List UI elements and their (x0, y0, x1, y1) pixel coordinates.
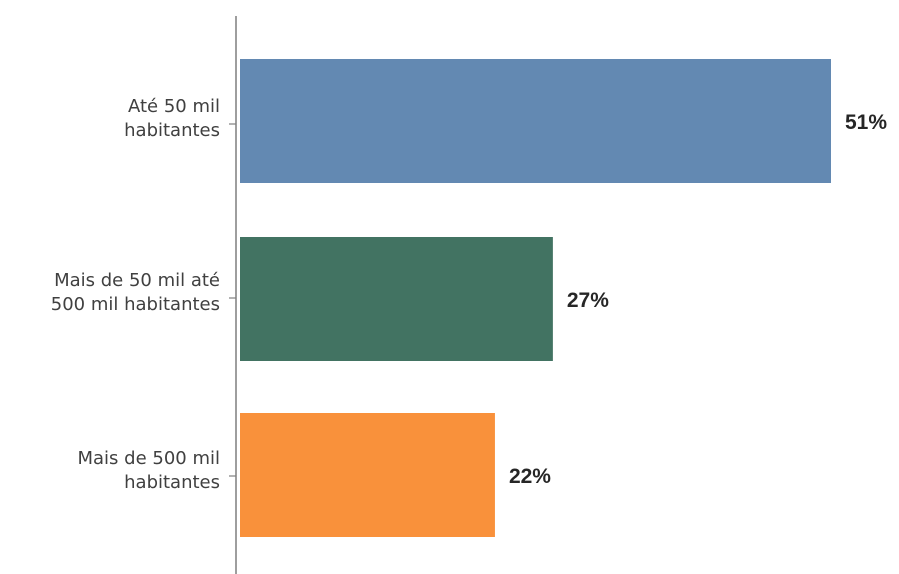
value-label-3: 22% (509, 465, 551, 488)
value-labels-group: 51% 27% 22% (509, 111, 887, 488)
category-label-line: Mais de 50 mil até (54, 270, 220, 291)
category-label-line: habitantes (124, 120, 220, 141)
category-label-1: Até 50 mil habitantes (124, 96, 220, 141)
bar-2 (240, 237, 553, 361)
category-label-line: 500 mil habitantes (51, 294, 220, 315)
bars-group (240, 59, 831, 537)
bar-3 (240, 413, 495, 537)
category-label-3: Mais de 500 mil habitantes (78, 448, 221, 493)
bar-1 (240, 59, 831, 183)
category-label-line: Mais de 500 mil (78, 448, 221, 469)
category-label-line: habitantes (124, 472, 220, 493)
category-label-2: Mais de 50 mil até 500 mil habitantes (51, 270, 220, 315)
category-labels-group: Até 50 mil habitantes Mais de 50 mil até 50… (51, 96, 220, 493)
y-axis-ticks-group (229, 123, 236, 477)
value-label-1: 51% (845, 111, 887, 134)
value-label-2: 27% (567, 289, 609, 312)
category-label-line: Até 50 mil (128, 96, 220, 117)
